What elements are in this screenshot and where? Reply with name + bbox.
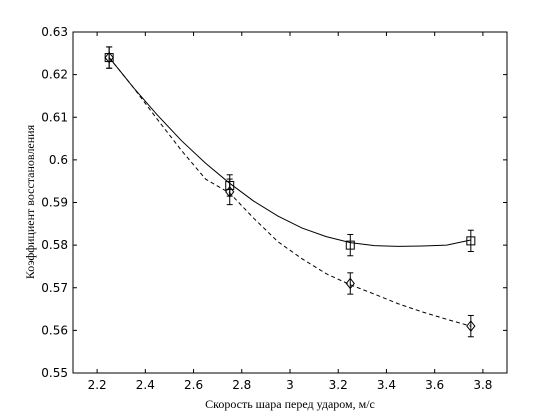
y-tick-label: 0.56	[41, 323, 68, 337]
diamond-marker	[466, 320, 476, 332]
x-tick-label: 2.4	[136, 378, 155, 392]
square-marker	[345, 240, 355, 250]
fit-curves	[108, 57, 471, 327]
y-axis-label: Коэффициент восстановления	[23, 124, 37, 279]
x-tick-label: 3.8	[473, 378, 492, 392]
x-tick-label: 3	[286, 378, 294, 392]
y-tick-label: 0.55	[41, 366, 68, 380]
tick-group: 2.2 2.4 2.6 2.8 3 3.2 3.4 3.6 3.8 0.55 0.56 0.57 0.5…	[41, 25, 507, 392]
y-tick-label: 0.61	[41, 110, 68, 124]
series-2-fit-line	[108, 57, 471, 327]
y-tick-label: 0.62	[41, 68, 68, 82]
series-1-fit-line	[108, 57, 471, 247]
x-axis-label: Скорость шара перед ударом, м/с	[205, 397, 375, 411]
x-tick-label: 3.6	[425, 378, 444, 392]
y-tick-label: 0.59	[41, 196, 68, 210]
x-tick-label: 3.2	[329, 378, 348, 392]
data-markers	[104, 46, 476, 338]
y-tick-label: 0.58	[41, 238, 68, 252]
x-tick-label: 2.8	[232, 378, 251, 392]
diamond-marker	[225, 186, 235, 198]
x-tick-label: 3.4	[377, 378, 396, 392]
diamond-marker	[345, 277, 355, 290]
diamond-marker	[104, 51, 114, 64]
x-tick-label: 2.2	[88, 378, 107, 392]
square-marker	[466, 236, 476, 246]
y-tick-label: 0.57	[41, 281, 68, 295]
x-tick-label: 2.6	[184, 378, 203, 392]
y-tick-label: 0.63	[41, 25, 68, 39]
plot-frame	[72, 31, 508, 374]
y-tick-label: 0.6	[49, 153, 68, 167]
